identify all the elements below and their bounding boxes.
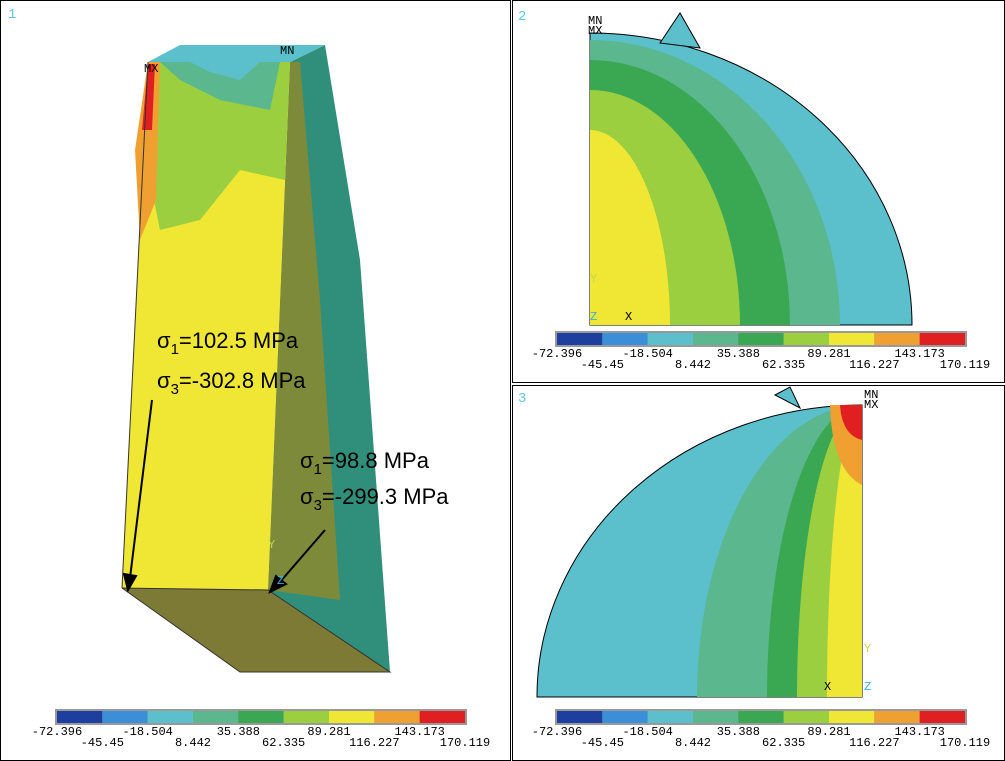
model-quarter-3 bbox=[536, 386, 863, 698]
axis-label: Z bbox=[864, 680, 871, 694]
legend-label: 62.335 bbox=[262, 736, 305, 750]
annotation-text: =-299.3 MPa bbox=[322, 484, 449, 509]
legend-band bbox=[738, 711, 784, 723]
legend-band bbox=[647, 333, 693, 345]
legend-band bbox=[783, 711, 829, 723]
legend-band bbox=[783, 333, 829, 345]
legend-band bbox=[557, 711, 603, 723]
legend-label: -72.396 bbox=[532, 725, 582, 739]
max-tag: MX bbox=[588, 24, 602, 38]
annotation-text: =-302.8 MPa bbox=[179, 368, 306, 393]
legend-band bbox=[693, 711, 739, 723]
legend-label: 170.119 bbox=[440, 736, 490, 750]
legend-label: -45.45 bbox=[81, 736, 124, 750]
max-tag: MX bbox=[864, 398, 878, 412]
annotation-symbol: σ bbox=[157, 368, 171, 393]
legend-label: 35.388 bbox=[217, 725, 260, 739]
legend-label: 143.173 bbox=[894, 725, 944, 739]
viewport-number: 3 bbox=[518, 391, 526, 407]
max-tag: MX bbox=[144, 62, 158, 76]
annotation-subscript: 3 bbox=[314, 497, 322, 514]
legend-label: 8.442 bbox=[675, 736, 711, 750]
legend-band bbox=[102, 711, 148, 723]
legend-band bbox=[147, 711, 193, 723]
min-tag: MN bbox=[864, 388, 878, 402]
legend-label: 116.227 bbox=[849, 358, 899, 372]
legend-label: 35.388 bbox=[717, 347, 760, 361]
annotation-subscript: 3 bbox=[171, 381, 179, 398]
legend-band bbox=[829, 711, 875, 723]
legend-label: -45.45 bbox=[581, 736, 624, 750]
axis-label: X bbox=[625, 310, 632, 324]
annotation-subscript: 1 bbox=[171, 341, 179, 358]
legend-label: 89.281 bbox=[807, 725, 850, 739]
legend-band bbox=[419, 711, 465, 723]
axis-label: Y bbox=[590, 272, 597, 286]
annotation-text: =102.5 MPa bbox=[179, 328, 299, 353]
axis-label: Z bbox=[277, 574, 284, 588]
legend-label: 89.281 bbox=[807, 347, 850, 361]
legend-label: 143.173 bbox=[394, 725, 444, 739]
annotation-subscript: 1 bbox=[314, 461, 322, 478]
legend-band bbox=[602, 333, 648, 345]
legend-label: 8.442 bbox=[675, 358, 711, 372]
annotation-symbol: σ bbox=[300, 484, 314, 509]
model-3d bbox=[121, 45, 392, 673]
legend-band bbox=[919, 711, 965, 723]
annotation-symbol: σ bbox=[157, 328, 171, 353]
legend-band bbox=[919, 333, 965, 345]
annotation: σ1=102.5 MPa bbox=[157, 328, 299, 358]
legend-label: 116.227 bbox=[849, 736, 899, 750]
legend-label: 8.442 bbox=[175, 736, 211, 750]
legend-label: 62.335 bbox=[762, 358, 805, 372]
legend-label: 143.173 bbox=[894, 347, 944, 361]
legend-label: 35.388 bbox=[717, 725, 760, 739]
legend-band bbox=[738, 333, 784, 345]
legend-label: -72.396 bbox=[32, 725, 82, 739]
viewport-number: 1 bbox=[8, 7, 16, 23]
arrows bbox=[122, 399, 326, 595]
legend-band bbox=[193, 711, 239, 723]
legend-label: 170.119 bbox=[940, 736, 990, 750]
legend-band bbox=[874, 333, 920, 345]
min-tag: MN bbox=[588, 14, 602, 28]
annotation: σ3=-299.3 MPa bbox=[300, 484, 449, 514]
legend-label: -18.504 bbox=[622, 347, 672, 361]
legend-label: 62.335 bbox=[762, 736, 805, 750]
axis-label: Y bbox=[864, 642, 871, 656]
legend-band bbox=[329, 711, 375, 723]
legend-band bbox=[57, 711, 103, 723]
axis-label: X bbox=[824, 680, 831, 694]
legend-band bbox=[557, 333, 603, 345]
axis-label: Z bbox=[590, 310, 597, 324]
annotation: σ3=-302.8 MPa bbox=[157, 368, 306, 398]
legend-label: -18.504 bbox=[122, 725, 172, 739]
legend-label: 116.227 bbox=[349, 736, 399, 750]
legend-label: -45.45 bbox=[581, 358, 624, 372]
annotation-text: =98.8 MPa bbox=[322, 448, 430, 473]
annotation: σ1=98.8 MPa bbox=[300, 448, 430, 478]
min-tag: MN bbox=[280, 44, 294, 58]
legend-band bbox=[874, 711, 920, 723]
axis-label: Y bbox=[268, 538, 275, 552]
legend-band bbox=[283, 711, 329, 723]
legend-label: -72.396 bbox=[532, 347, 582, 361]
legend-label: -18.504 bbox=[622, 725, 672, 739]
legend-band bbox=[647, 711, 693, 723]
viewport-number: 2 bbox=[518, 9, 526, 25]
annotation-symbol: σ bbox=[300, 448, 314, 473]
model-quarter-2 bbox=[589, 12, 913, 326]
legend-band bbox=[693, 333, 739, 345]
legend-band bbox=[829, 333, 875, 345]
legend-band bbox=[374, 711, 420, 723]
legend-label: 89.281 bbox=[307, 725, 350, 739]
legend-band bbox=[238, 711, 284, 723]
legend-band bbox=[602, 711, 648, 723]
legend-label: 170.119 bbox=[940, 358, 990, 372]
